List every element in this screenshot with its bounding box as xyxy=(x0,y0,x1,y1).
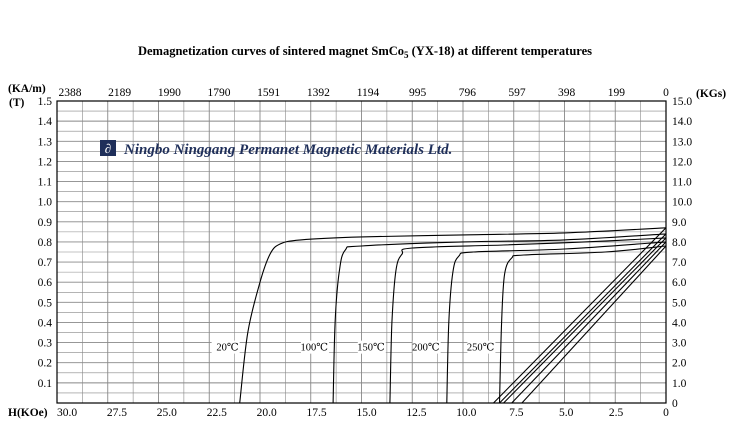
y-left-tick-label: 0.8 xyxy=(38,237,53,249)
y-right-tick-label: 4.0 xyxy=(672,317,687,329)
y-right-tick-label: 13.0 xyxy=(672,136,692,148)
x-bottom-tick-label: 7.5 xyxy=(509,407,524,419)
temp-label-bg-1 xyxy=(300,340,329,354)
x-bottom-tick-label: 17.5 xyxy=(307,407,327,419)
y-left-tick-label: 0.3 xyxy=(38,338,53,350)
chart-title-subscript: 5 xyxy=(404,50,409,60)
watermark: ∂ Ningbo Ninggang Permanet Magnetic Mate… xyxy=(100,140,452,158)
normal-curve-4 xyxy=(521,245,667,404)
temp-label-3: 200℃ xyxy=(412,343,440,354)
y-right-tick-label: 9.0 xyxy=(672,217,687,229)
y-left-tick-label: 0.9 xyxy=(38,217,53,229)
x-bottom-tick-label: 22.5 xyxy=(207,407,227,419)
intrinsic-curve-0 xyxy=(239,227,667,404)
y-left-tick-label: 1.3 xyxy=(38,136,53,148)
curves: 20℃ 100℃ 150℃ 200℃ 250℃ xyxy=(211,227,667,404)
intrinsic-curve-2 xyxy=(389,237,667,404)
x-bottom-tick-label: 10.0 xyxy=(456,407,476,419)
x-top-tick-label: 199 xyxy=(608,87,626,99)
y-right-tick-label: 12.0 xyxy=(672,156,692,168)
normal-curve-3 xyxy=(511,241,667,404)
x-top-tick-label: 1790 xyxy=(208,87,231,99)
x-top-tick-label: 0 xyxy=(663,87,669,99)
x-bottom-tick-label: 20.0 xyxy=(257,407,277,419)
x-top-tick-label: 796 xyxy=(459,87,477,99)
x-bottom-axis-label: H(KOe) xyxy=(8,407,48,419)
company-logo-icon xyxy=(100,140,116,156)
x-bottom-tick-label: 27.5 xyxy=(107,407,127,419)
x-top-tick-label: 398 xyxy=(558,87,576,99)
temp-label-bg-0 xyxy=(211,340,240,354)
y-right-tick-label: 10.0 xyxy=(672,197,692,209)
y-left-tick-label: 0.4 xyxy=(38,317,53,329)
x-top-tick-label: 1194 xyxy=(357,87,380,99)
watermark-text: Ningbo Ninggang Permanet Magnetic Materi… xyxy=(123,142,452,158)
chart-title-main: Demagnetization curves of sintered magne… xyxy=(138,44,404,58)
temp-label-bg-2 xyxy=(357,340,386,354)
y-right-tick-label: 14.0 xyxy=(672,116,692,128)
y-right-tick-label: 3.0 xyxy=(672,338,687,350)
y-right-tick-label: 5.0 xyxy=(672,297,687,309)
axes: 30.0 27.5 25.0 22.5 20.0 17.5 15.0 12.5 10.0 7.5 5… xyxy=(38,87,693,419)
y-left-tick-label: 1.1 xyxy=(38,177,53,189)
x-top-tick-label: 1990 xyxy=(158,87,181,99)
y-right-tick-label: 2.0 xyxy=(672,358,687,370)
temp-label-1: 100℃ xyxy=(300,343,328,354)
x-top-axis-label: (KA/m) xyxy=(8,83,46,95)
y-right-tick-label: 8.0 xyxy=(672,237,687,249)
intrinsic-curve-4 xyxy=(498,245,667,404)
y-right-tick-label: 15.0 xyxy=(672,96,692,108)
y-left-tick-label: 1.0 xyxy=(38,197,53,209)
y-left-tick-label: 0.1 xyxy=(38,378,53,390)
temp-label-4: 250℃ xyxy=(467,343,495,354)
temp-label-bg-3 xyxy=(412,340,441,354)
y-left-tick-label: 0.6 xyxy=(38,277,53,289)
x-bottom-tick-label: 2.5 xyxy=(609,407,624,419)
plot-frame xyxy=(56,100,667,404)
normal-curve-0 xyxy=(493,227,667,404)
y-right-tick-label: 7.0 xyxy=(672,257,687,269)
x-top-tick-label: 597 xyxy=(508,87,526,99)
y-left-tick-label: 0.2 xyxy=(38,358,53,370)
y-left-tick-label: 1.5 xyxy=(38,96,53,108)
x-bottom-tick-label: 15.0 xyxy=(356,407,376,419)
logo-glyph: ∂ xyxy=(105,141,111,156)
temp-label-2: 150℃ xyxy=(357,343,385,354)
y-right-axis-label: (KGs) xyxy=(696,88,726,100)
y-right-tick-label: 11.0 xyxy=(672,177,692,189)
intrinsic-curve-3 xyxy=(446,241,667,404)
y-right-tick-label: 0 xyxy=(672,398,678,410)
x-bottom-tick-label: 5.0 xyxy=(559,407,574,419)
x-top-tick-label: 1591 xyxy=(257,87,280,99)
y-right-tick-label: 1.0 xyxy=(672,378,687,390)
y-left-tick-label: 1.4 xyxy=(38,116,53,128)
x-bottom-tick-label: 25.0 xyxy=(157,407,177,419)
x-top-tick-label: 995 xyxy=(409,87,427,99)
y-left-tick-label: 0.5 xyxy=(38,297,53,309)
x-top-tick-label: 1392 xyxy=(307,87,330,99)
x-bottom-tick-label: 0 xyxy=(663,407,669,419)
intrinsic-curve-1 xyxy=(332,233,667,404)
chart-title: Demagnetization curves of sintered magne… xyxy=(138,44,592,60)
x-top-tick-label: 2189 xyxy=(108,87,131,99)
temp-label-0: 20℃ xyxy=(216,343,239,354)
y-left-tick-label: 1.2 xyxy=(38,156,53,168)
normal-curve-1 xyxy=(499,233,667,404)
x-bottom-tick-label: 12.5 xyxy=(406,407,426,419)
x-top-tick-label: 2388 xyxy=(59,87,82,99)
y-left-tick-label: 0.7 xyxy=(38,257,53,269)
y-left-axis-label: (T) xyxy=(9,97,25,109)
y-right-tick-label: 6.0 xyxy=(672,277,687,289)
chart-title-tail: (YX-18) at different temperatures xyxy=(409,44,593,58)
normal-curve-2 xyxy=(503,237,667,404)
x-bottom-tick-label: 30.0 xyxy=(57,407,77,419)
temp-label-bg-4 xyxy=(467,340,496,354)
